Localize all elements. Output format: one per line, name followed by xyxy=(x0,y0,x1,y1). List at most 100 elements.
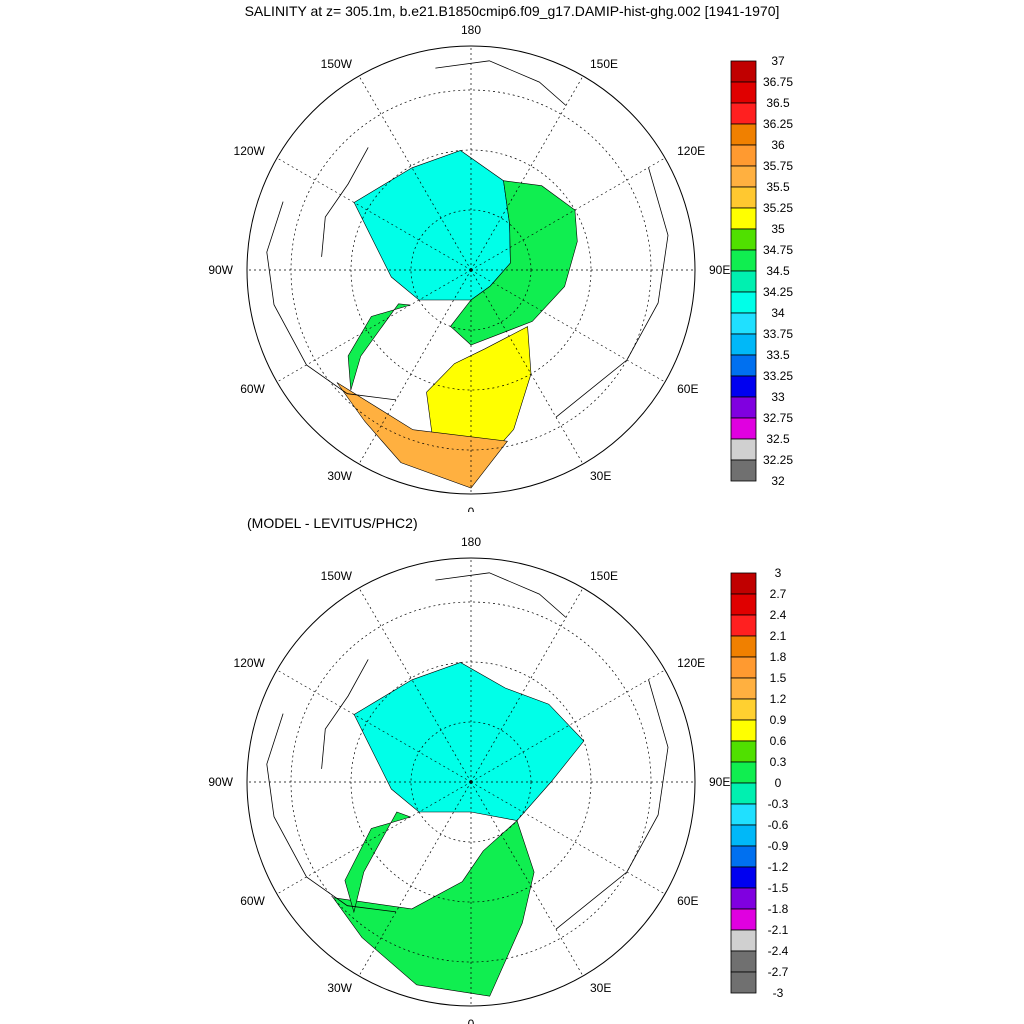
longitude-label: 150W xyxy=(321,569,353,583)
longitude-label: 0 xyxy=(468,505,475,512)
colorbar-label: -2.4 xyxy=(768,944,789,958)
longitude-label: 180 xyxy=(461,23,481,37)
colorbar-swatch xyxy=(730,866,757,889)
colorbar-swatch xyxy=(730,971,757,994)
colorbar-label: 2.4 xyxy=(770,608,787,622)
colorbar-swatch xyxy=(730,60,757,83)
longitude-label: 60W xyxy=(240,894,265,908)
colorbar-swatch xyxy=(730,270,757,293)
colorbar-swatch xyxy=(730,782,757,805)
longitude-label: 150W xyxy=(321,57,353,71)
longitude-label: 60W xyxy=(240,382,265,396)
longitude-label: 60E xyxy=(677,382,698,396)
colorbar-label: 35.5 xyxy=(766,180,790,194)
colorbar-swatch xyxy=(730,740,757,763)
meridian-line xyxy=(470,157,666,271)
colorbar-label: 1.5 xyxy=(770,671,787,685)
colorbar-swatch xyxy=(730,950,757,973)
colorbar-label: 36.75 xyxy=(763,75,793,89)
coastline xyxy=(266,713,397,913)
colorbar-label: 34.5 xyxy=(766,264,790,278)
meridian-line xyxy=(276,157,472,271)
chart-title-bottom: (MODEL - LEVITUS/PHC2) xyxy=(247,515,418,531)
colorbar-swatch xyxy=(730,719,757,742)
longitude-label: 90W xyxy=(208,263,233,277)
region-atlantic-sector xyxy=(332,820,535,997)
colorbar-label: 32.75 xyxy=(763,411,793,425)
colorbar-swatch xyxy=(730,677,757,700)
colorbar-swatch xyxy=(730,102,757,125)
colorbar-swatch xyxy=(730,144,757,167)
colorbar-label: 32.25 xyxy=(763,453,793,467)
longitude-label: 30E xyxy=(590,469,611,483)
difference-map-panel: 180 150E 120E 90E 60E 30E 0 30W 60W 90W 120W 150W 3 2… xyxy=(208,535,789,1024)
coastline xyxy=(266,201,397,401)
region-eurasian-basin xyxy=(450,180,578,346)
colorbar-swatch xyxy=(730,887,757,910)
coastline xyxy=(555,167,669,418)
colorbar-swatch xyxy=(730,228,757,251)
colorbar-swatch xyxy=(730,123,757,146)
colorbar-label: 32 xyxy=(771,474,785,488)
longitude-label: 30E xyxy=(590,981,611,995)
longitude-label: 180 xyxy=(461,535,481,549)
colorbar-label: 33 xyxy=(771,390,785,404)
colorbar-swatch xyxy=(730,845,757,868)
colorbar-swatch xyxy=(730,186,757,209)
colorbar-swatch xyxy=(730,417,757,440)
meridian-line xyxy=(470,269,584,465)
colorbar-label: 2.1 xyxy=(770,629,787,643)
map-clip-group xyxy=(247,46,695,494)
meridian-line xyxy=(470,781,666,895)
salinity-map-panel: 180 150E 120E 90E 60E 30E 0 30W 60W 90W 120W 150W 37… xyxy=(208,23,793,512)
meridian-line xyxy=(470,669,666,783)
colorbar-label: -1.8 xyxy=(768,902,789,916)
colorbar-swatch xyxy=(730,593,757,616)
region-labrador-sea xyxy=(344,811,412,914)
longitude-label: 120E xyxy=(677,656,705,670)
colorbar-label: 34.25 xyxy=(763,285,793,299)
map-outline xyxy=(246,45,696,495)
longitude-label: 30W xyxy=(327,981,352,995)
colorbar-label: 36.5 xyxy=(766,96,790,110)
colorbar-swatch xyxy=(730,333,757,356)
coastline xyxy=(321,147,369,257)
colorbar-swatch xyxy=(730,375,757,398)
colorbar-label: 37 xyxy=(771,54,785,68)
colorbar-swatch xyxy=(730,614,757,637)
colorbar-label: -2.7 xyxy=(768,965,789,979)
colorbar-swatch xyxy=(730,165,757,188)
longitude-label: 150E xyxy=(590,57,618,71)
colorbar-label: -3 xyxy=(773,986,784,1000)
colorbar-swatch xyxy=(730,698,757,721)
colorbar-swatch xyxy=(730,824,757,847)
coastline xyxy=(321,659,369,769)
colorbar-swatch xyxy=(730,656,757,679)
colorbar-label: 34.75 xyxy=(763,243,793,257)
longitude-label: 120W xyxy=(234,656,266,670)
colorbar-label: 36 xyxy=(771,138,785,152)
region-central-arctic xyxy=(353,662,585,821)
map-clip-group xyxy=(247,558,695,1006)
longitude-label: 120W xyxy=(234,144,266,158)
colorbar-swatch xyxy=(730,908,757,931)
longitude-label: 120E xyxy=(677,144,705,158)
meridian-line xyxy=(470,75,584,271)
colorbar-label: 33.5 xyxy=(766,348,790,362)
map-outline xyxy=(246,557,696,1007)
colorbar-label: 0.3 xyxy=(770,755,787,769)
colorbar-label: 35.25 xyxy=(763,201,793,215)
colorbar-label: 33.75 xyxy=(763,327,793,341)
colorbar-label: -2.1 xyxy=(768,923,789,937)
colorbar-label: -0.6 xyxy=(768,818,789,832)
colorbar-label: -0.3 xyxy=(768,797,789,811)
colorbar-swatch xyxy=(730,929,757,952)
colorbar-swatch xyxy=(730,354,757,377)
colorbar-label: 0 xyxy=(775,776,782,790)
longitude-label: 90E xyxy=(709,263,730,277)
coastline xyxy=(555,679,669,930)
colorbar-label: -1.2 xyxy=(768,860,789,874)
colorbar-label: 35.75 xyxy=(763,159,793,173)
coastline xyxy=(435,572,567,618)
colorbar-label: 3 xyxy=(775,566,782,580)
